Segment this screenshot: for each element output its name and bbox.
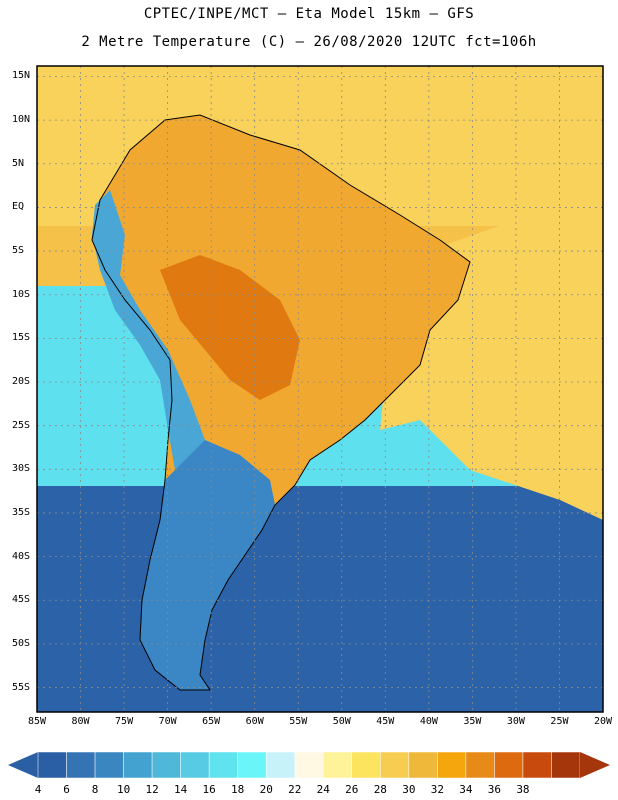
colorbar-tick-label: 38	[516, 783, 530, 796]
latitude-label: 15S	[12, 332, 31, 344]
longitude-label: 75W	[115, 716, 134, 727]
colorbar-tick-label: 30	[402, 783, 416, 796]
colorbar-swatch	[180, 751, 210, 779]
colorbar-swatch	[323, 751, 353, 779]
colorbar-swatch	[94, 751, 124, 779]
colorbar-swatch	[351, 751, 381, 779]
longitude-label: 45W	[376, 716, 395, 727]
colorbar-tick-label: 34	[459, 783, 473, 796]
coastline	[91, 114, 471, 691]
latitude-label: EQ	[12, 201, 25, 213]
colorbar-tick-label: 8	[91, 783, 99, 796]
latitude-label: 50S	[12, 637, 31, 649]
colorbar-swatch	[37, 751, 67, 779]
colorbar-swatch	[151, 751, 181, 779]
colorbar-tick-label: 18	[231, 783, 245, 796]
colorbar-swatch	[551, 751, 581, 779]
colorbar-tick-label: 36	[487, 783, 502, 796]
latitude-label: 5N	[12, 157, 25, 169]
hot-interior-region	[160, 255, 300, 400]
southern-cone-region	[140, 440, 275, 690]
map-title-line-1: CPTEC/INPE/MCT – Eta Model 15km – GFS	[143, 6, 475, 22]
colorbar-tick-label: 28	[373, 783, 387, 796]
longitude-label: 55W	[289, 716, 308, 727]
colorbar-tick-label: 12	[145, 783, 159, 796]
latitude-label: 45S	[12, 594, 31, 606]
latitude-label: 10N	[12, 114, 31, 126]
longitude-label: 40W	[419, 716, 438, 727]
colorbar-swatch	[380, 751, 410, 779]
latitude-label: 15N	[12, 70, 31, 82]
latitude-label: 25S	[12, 419, 31, 431]
lat-lon-grid	[37, 66, 603, 712]
latitude-label: 30S	[12, 463, 31, 475]
colorbar-swatch	[408, 751, 438, 779]
longitude-label: 85W	[27, 716, 47, 727]
colorbar-right-arrow	[580, 752, 610, 778]
colorbar-tick-label: 24	[316, 783, 330, 796]
latitude-label: 20S	[12, 376, 31, 388]
colorbar	[8, 751, 610, 779]
cold-ocean-band	[37, 486, 603, 712]
map-title-line-2: 2 Metre Temperature (C) – 26/08/2020 12U…	[81, 34, 537, 50]
colorbar-swatch	[265, 751, 295, 779]
colorbar-swatch	[494, 751, 524, 779]
longitude-label: 35W	[463, 716, 482, 727]
latitude-label: 55S	[12, 681, 31, 693]
latitude-label: 5S	[12, 245, 25, 257]
colorbar-tick-label: 4	[34, 783, 42, 796]
andes-cold-strip	[92, 190, 205, 470]
colorbar-tick-label: 6	[63, 783, 70, 796]
colorbar-swatch	[465, 751, 495, 779]
colorbar-swatch	[522, 751, 552, 779]
colorbar-swatch	[66, 751, 96, 779]
colorbar-tick-label: 20	[259, 783, 273, 796]
longitude-label: 25W	[550, 716, 569, 727]
longitude-label: 80W	[71, 716, 90, 727]
map-frame	[36, 65, 604, 713]
colorbar-swatch	[294, 751, 324, 779]
longitude-label: 70W	[158, 716, 177, 727]
longitude-label: 60W	[245, 716, 264, 727]
latitude-label: 35S	[12, 506, 31, 518]
colorbar-swatch	[237, 751, 267, 779]
colorbar-tick-label: 14	[174, 783, 188, 796]
longitude-label: 65W	[202, 716, 221, 727]
longitude-label: 50W	[332, 716, 351, 727]
longitude-label: 30W	[506, 716, 525, 727]
latitude-label: 10S	[12, 288, 31, 300]
colorbar-swatch	[437, 751, 467, 779]
colorbar-tick-label: 16	[202, 783, 216, 796]
colorbar-tick-label: 32	[430, 783, 444, 796]
colorbar-swatch	[208, 751, 238, 779]
colorbar-tick-label: 26	[345, 783, 359, 796]
colorbar-swatch	[123, 751, 153, 779]
colorbar-left-arrow	[8, 752, 38, 778]
longitude-label: 20W	[593, 716, 613, 727]
map-field	[37, 66, 603, 712]
colorbar-tick-label: 22	[288, 783, 302, 796]
colorbar-tick-label: 10	[116, 783, 131, 796]
latitude-label: 40S	[12, 550, 31, 562]
